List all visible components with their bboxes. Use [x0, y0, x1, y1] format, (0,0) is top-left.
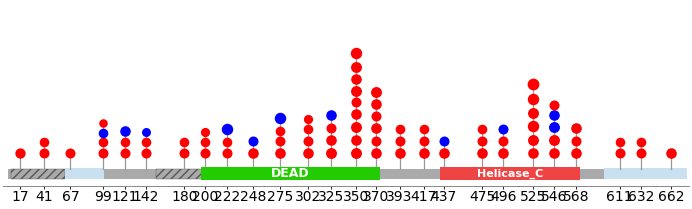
Text: Helicase_C: Helicase_C: [477, 168, 543, 179]
Point: [418, 151, 429, 154]
Point: [275, 139, 286, 143]
Point: [418, 128, 429, 131]
Point: [527, 82, 538, 85]
Point: [302, 139, 313, 143]
Point: [351, 138, 362, 141]
Point: [527, 124, 538, 127]
Point: [351, 66, 362, 69]
Bar: [604, 168, 647, 179]
Point: [351, 151, 362, 154]
Point: [199, 130, 210, 133]
Point: [97, 141, 108, 144]
Point: [549, 125, 560, 129]
Point: [275, 129, 286, 132]
Point: [351, 77, 362, 81]
Point: [248, 151, 259, 154]
Point: [351, 51, 362, 55]
Point: [371, 126, 382, 130]
Point: [371, 115, 382, 118]
Point: [179, 141, 190, 144]
Point: [498, 128, 509, 131]
Point: [549, 103, 560, 106]
Point: [325, 126, 336, 130]
Point: [498, 151, 509, 154]
Point: [351, 89, 362, 92]
Point: [371, 151, 382, 154]
Point: [351, 101, 362, 104]
Point: [302, 151, 313, 154]
Point: [394, 139, 405, 143]
Point: [275, 151, 286, 154]
Point: [635, 151, 646, 154]
Point: [120, 141, 131, 144]
Bar: [65, 168, 104, 179]
Point: [248, 139, 259, 143]
Text: DEAD: DEAD: [271, 167, 310, 180]
Point: [351, 125, 362, 129]
Point: [97, 131, 108, 135]
Bar: [11, 169, 65, 178]
Point: [571, 151, 582, 154]
Point: [199, 141, 210, 144]
Point: [614, 151, 625, 154]
Bar: [8, 169, 686, 178]
Point: [549, 151, 560, 154]
Point: [527, 138, 538, 141]
Point: [635, 141, 646, 144]
Point: [97, 151, 108, 154]
Point: [666, 151, 677, 154]
Point: [15, 151, 26, 154]
Point: [477, 151, 488, 154]
Point: [39, 141, 50, 144]
Point: [275, 116, 286, 119]
Bar: [156, 169, 203, 178]
Point: [325, 138, 336, 141]
Point: [527, 151, 538, 154]
Point: [97, 122, 108, 125]
Bar: [647, 168, 687, 179]
Point: [221, 151, 233, 154]
Point: [477, 139, 488, 143]
Point: [571, 139, 582, 143]
Point: [140, 131, 152, 134]
Point: [221, 128, 233, 131]
Point: [221, 141, 233, 144]
Point: [439, 151, 450, 154]
Point: [614, 141, 625, 144]
Point: [371, 139, 382, 143]
Point: [120, 129, 131, 132]
Point: [418, 139, 429, 143]
Point: [527, 97, 538, 101]
Point: [571, 126, 582, 130]
Point: [549, 138, 560, 141]
Point: [394, 128, 405, 131]
Point: [65, 151, 76, 154]
Point: [549, 114, 560, 117]
Point: [351, 112, 362, 116]
Point: [371, 90, 382, 93]
Point: [302, 128, 313, 131]
Point: [477, 128, 488, 131]
Point: [439, 139, 450, 143]
Point: [498, 139, 509, 143]
Bar: [440, 167, 580, 180]
Point: [39, 151, 50, 154]
Point: [140, 141, 152, 144]
Point: [179, 151, 190, 154]
Point: [325, 151, 336, 154]
Point: [140, 151, 152, 154]
Point: [199, 151, 210, 154]
Point: [302, 117, 313, 120]
Point: [371, 102, 382, 105]
Bar: [201, 167, 381, 180]
Point: [394, 151, 405, 154]
Point: [120, 151, 131, 154]
Point: [527, 111, 538, 115]
Point: [325, 114, 336, 117]
